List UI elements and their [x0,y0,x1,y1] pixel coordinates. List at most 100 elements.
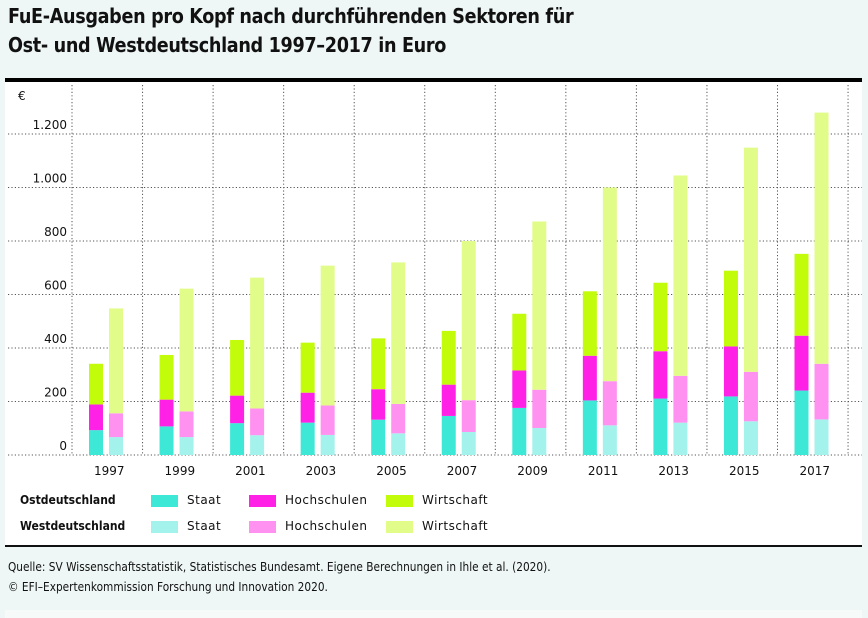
bar-westdeutschland-staat [391,433,406,455]
bar-westdeutschland-hochschulen [602,381,617,426]
legend-swatch [151,521,178,533]
bar-westdeutschland-staat [250,435,265,455]
legend-label: Hochschulen [285,519,368,533]
bar-westdeutschland-staat [673,422,688,455]
legend-region-label: Westdeutschland [20,519,126,533]
bar-westdeutschland-hochschulen [532,389,547,428]
bar-ostdeutschland-hochschulen [371,389,386,420]
x-tick-label: 2001 [235,464,266,478]
bar-westdeutschland-wirtschaft [320,265,335,406]
bar-westdeutschland-hochschulen [109,413,123,438]
bar-ostdeutschland-wirtschaft [582,291,597,356]
bar-westdeutschland-hochschulen [391,403,406,434]
y-tick-label: 0 [59,439,67,453]
y-tick-label: 800 [44,225,67,239]
bar-ostdeutschland-hochschulen [794,335,809,391]
bar-ostdeutschland-staat [653,398,668,455]
bar-ostdeutschland-hochschulen [230,395,245,424]
bar-ostdeutschland-staat [300,422,315,455]
bar-ostdeutschland-staat [371,419,386,455]
x-tick-label: 2013 [658,464,689,478]
bar-westdeutschland-hochschulen [461,400,476,432]
bar-westdeutschland-wirtschaft [743,147,758,372]
y-tick-label: 1.000 [33,172,67,186]
legend-label: Wirtschaft [422,519,489,533]
legend-label: Staat [187,519,222,533]
bar-ostdeutschland-wirtschaft [653,282,668,352]
bar-westdeutschland-wirtschaft [673,175,688,376]
legend-swatch [151,495,178,507]
x-tick-label: 2005 [376,464,407,478]
x-tick-label: 2009 [517,464,548,478]
bar-westdeutschland-staat [179,437,194,455]
legend: Ostdeutschland Staat Hochschulen Wirtsch… [20,490,540,540]
bar-westdeutschland-wirtschaft [532,221,547,390]
legend-swatch [249,521,276,533]
bar-westdeutschland-hochschulen [743,371,758,422]
bars [89,112,829,455]
bar-westdeutschland-hochschulen [814,363,829,420]
chart-panel [5,80,862,547]
bar-westdeutschland-wirtschaft [179,288,194,412]
bar-ostdeutschland-staat [582,400,597,455]
x-axis-ticks: 1997 1999 2001 2003 2005 2007 2009 2011 2013 2015… [94,464,830,478]
bar-ostdeutschland-wirtschaft [723,270,738,347]
bar-westdeutschland-staat [602,425,617,455]
bar-ostdeutschland-wirtschaft [89,363,103,405]
copyright-note: © EFI–Expertenkommission Forschung und I… [8,580,328,594]
bar-ostdeutschland-hochschulen [582,355,597,401]
legend-row-ostdeutschland: Ostdeutschland Staat Hochschulen Wirtsch… [20,493,540,511]
bar-ostdeutschland-wirtschaft [371,338,386,390]
grid-lines [8,85,862,456]
bar-westdeutschland-wirtschaft [814,112,829,364]
x-tick-label: 2011 [588,464,619,478]
y-tick-label: 600 [44,279,67,293]
bar-westdeutschland-staat [320,434,335,455]
chart-title-line-1: FuE-Ausgaben pro Kopf nach durchführende… [8,4,574,28]
legend-swatch [386,495,413,507]
bar-ostdeutschland-staat [159,426,174,455]
bar-westdeutschland-wirtschaft [250,277,265,409]
bar-ostdeutschland-staat [723,396,738,455]
bar-ostdeutschland-hochschulen [723,346,738,397]
bar-ostdeutschland-staat [89,430,103,455]
y-tick-label: 400 [44,332,67,346]
bar-ostdeutschland-wirtschaft [441,330,456,385]
legend-swatch [386,521,413,533]
bar-westdeutschland-wirtschaft [602,187,617,382]
bar-ostdeutschland-wirtschaft [159,354,174,400]
legend-region-label: Ostdeutschland [20,493,116,507]
bar-westdeutschland-staat [532,427,547,455]
legend-row-westdeutschland: Westdeutschland Staat Hochschulen Wirtsc… [20,519,540,537]
bar-westdeutschland-hochschulen [250,408,265,436]
bar-ostdeutschland-hochschulen [300,392,315,423]
bar-westdeutschland-staat [461,431,476,455]
chart-title: FuE-Ausgaben pro Kopf nach durchführende… [8,2,574,60]
top-rule [5,78,862,82]
bar-ostdeutschland-staat [441,415,456,455]
x-tick-label: 1999 [165,464,196,478]
bar-westdeutschland-wirtschaft [109,308,123,414]
x-tick-label: 1997 [94,464,125,478]
bar-westdeutschland-staat [743,421,758,455]
bar-ostdeutschland-hochschulen [159,399,174,427]
bar-ostdeutschland-staat [794,390,809,455]
chart-title-line-2: Ost- und Westdeutschland 1997–2017 in Eu… [8,33,446,57]
y-axis-unit-label: € [18,89,26,103]
bar-ostdeutschland-wirtschaft [512,313,527,371]
bar-ostdeutschland-hochschulen [441,384,456,416]
chart-plot: 0 200 400 600 800 1.000 1.200 € 1997 1999 2001 20… [8,85,862,478]
footer: Quelle: SV Wissenschaftsstatistik, Stati… [8,557,551,597]
y-tick-label: 1.200 [33,118,67,132]
bar-westdeutschland-hochschulen [673,375,688,423]
bar-ostdeutschland-staat [230,423,245,455]
bar-westdeutschland-hochschulen [320,405,335,435]
bar-ostdeutschland-wirtschaft [794,253,809,336]
bar-ostdeutschland-hochschulen [89,404,103,431]
legend-label: Wirtschaft [422,493,489,507]
bar-ostdeutschland-hochschulen [653,351,668,399]
x-tick-label: 2017 [800,464,831,478]
bottom-strip [5,610,862,618]
x-tick-label: 2015 [729,464,760,478]
y-tick-label: 200 [44,386,67,400]
